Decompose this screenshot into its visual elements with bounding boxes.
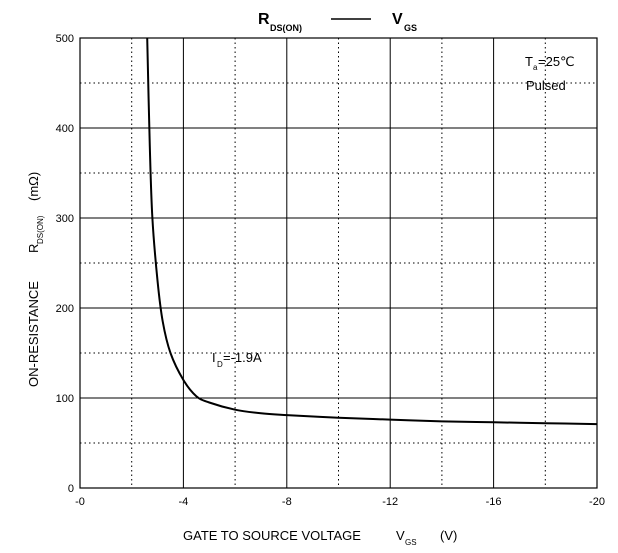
major-gridlines <box>80 38 597 488</box>
id-value: =-1.9A <box>223 350 262 365</box>
title-left-symbol: R <box>258 11 270 28</box>
x-tick-label: -8 <box>282 496 292 508</box>
x-axis-subscript: GS <box>405 538 417 547</box>
x-tick-label: -20 <box>589 496 605 508</box>
y-tick-labels: 0 100 200 300 400 500 <box>56 33 74 495</box>
y-tick-label: 400 <box>56 123 74 135</box>
y-tick-label: 500 <box>56 33 74 45</box>
y-tick-label: 100 <box>56 393 74 405</box>
drain-current-annotation: I D =-1.9A <box>212 350 262 369</box>
x-axis-title: GATE TO SOURCE VOLTAGE <box>183 528 361 543</box>
temp-symbol: T <box>525 54 533 69</box>
y-tick-label: 200 <box>56 303 74 315</box>
x-axis-symbol: V <box>396 528 405 543</box>
y-axis-symbol: R <box>26 244 41 253</box>
y-axis-label: ON-RESISTANCE R DS(ON) (mΩ) <box>26 172 45 387</box>
y-axis-subscript: DS(ON) <box>36 215 45 244</box>
x-tick-labels: -0 -4 -8 -12 -16 -20 <box>75 496 605 508</box>
x-tick-label: -16 <box>486 496 502 508</box>
chart-title: R DS(ON) V GS <box>258 11 417 33</box>
x-axis-label: GATE TO SOURCE VOLTAGE V GS (V) <box>183 528 457 547</box>
y-axis-title: ON-RESISTANCE <box>26 281 41 387</box>
x-axis-unit: (V) <box>440 528 457 543</box>
title-left-subscript: DS(ON) <box>270 23 302 33</box>
x-tick-label: -0 <box>75 496 85 508</box>
series-line-rds-vs-vgs <box>146 37 598 426</box>
id-subscript: D <box>217 360 223 369</box>
y-tick-label: 300 <box>56 213 74 225</box>
title-right-symbol: V <box>392 11 403 28</box>
y-axis-unit: (mΩ) <box>26 172 41 201</box>
id-symbol: I <box>212 350 216 365</box>
minor-gridlines <box>80 38 597 488</box>
x-tick-label: -4 <box>179 496 189 508</box>
x-tick-label: -12 <box>382 496 398 508</box>
plot-frame <box>79 37 598 489</box>
temp-value: =25℃ <box>538 54 575 69</box>
condition-annotation: T a =25℃ Pulsed <box>525 54 575 93</box>
y-tick-label: 0 <box>68 483 74 495</box>
pulsed-label: Pulsed <box>526 78 566 93</box>
temp-subscript: a <box>533 63 538 72</box>
title-right-subscript: GS <box>404 23 417 33</box>
